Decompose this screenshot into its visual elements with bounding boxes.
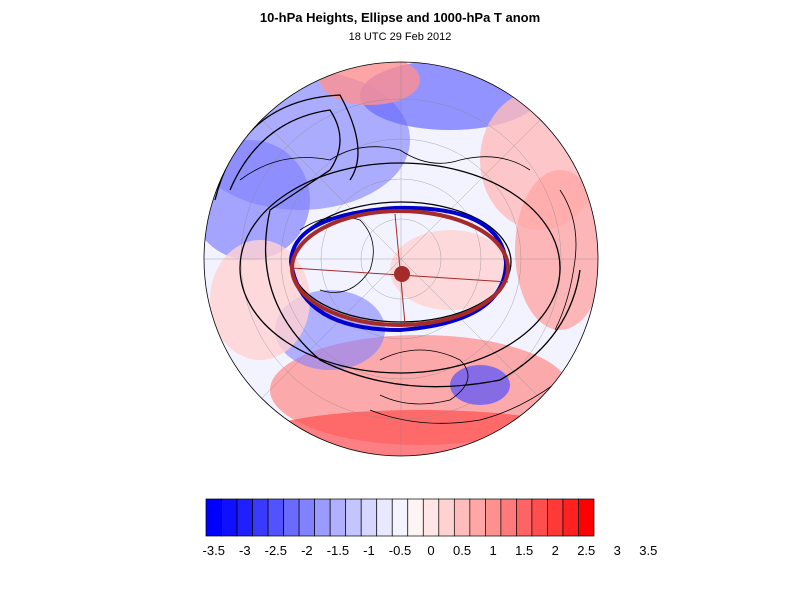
colorbar-tick-label: 1 (489, 543, 497, 558)
colorbar-tick-label: 2.5 (577, 543, 596, 558)
colorbar-swatch (314, 498, 331, 537)
vortex-center-marker (394, 266, 410, 282)
colorbar-swatch (205, 498, 222, 537)
colorbar-tick-label: -2.5 (264, 543, 288, 558)
map-subtitle: 18 UTC 29 Feb 2012 (348, 31, 452, 43)
map-title: 10-hPa Heights, Ellipse and 1000-hPa T a… (259, 10, 541, 25)
colorbar-tick-label: -3 (239, 543, 251, 558)
colorbar-swatch (252, 498, 269, 537)
colorbar-swatch (283, 498, 300, 537)
colorbar-swatch (469, 498, 486, 537)
colorbar-swatch (438, 498, 455, 537)
colorbar-swatch (516, 498, 533, 537)
globe-outline (203, 61, 599, 457)
colorbar-tick-label: 2 (551, 543, 559, 558)
colorbar-swatch (345, 498, 362, 537)
colorbar-swatch (236, 498, 253, 537)
colorbar-tick-label: -3.5 (202, 543, 225, 558)
colorbar-swatch (422, 498, 440, 537)
colorbar-tick-label: -1.5 (326, 543, 350, 558)
height-contours (214, 94, 581, 388)
colorbar-tick-label: -0.5 (388, 543, 412, 558)
colorbar-swatch (267, 498, 284, 537)
temperature-anomaly-field (204, 62, 598, 456)
colorbar-swatch (453, 498, 471, 537)
colorbar-tick-label: -1 (363, 543, 375, 558)
colorbar-tick-label: 3 (613, 543, 621, 558)
colorbar-tick-label: 1.5 (515, 543, 534, 558)
colorbar-labels: -3.5 -3 -2.5 -2 -1.5 -1 -0.5 0 0.5 1 1.5 2 2.5 3 3.5 (202, 543, 658, 559)
colorbar (205, 498, 595, 537)
colorbar-tick-label: -2 (301, 543, 313, 558)
colorbar-swatch (329, 498, 347, 537)
colorbar-swatch (407, 498, 424, 537)
colorbar-swatch (531, 498, 548, 537)
colorbar-swatch (485, 498, 502, 537)
colorbar-tick-label: 0.5 (453, 543, 472, 558)
colorbar-swatch (547, 498, 564, 537)
colorbar-swatch (360, 498, 378, 537)
colorbar-tick-label: 3.5 (639, 543, 658, 558)
colorbar-swatch (298, 498, 315, 537)
colorbar-swatch (376, 498, 393, 537)
colorbar-swatch (221, 498, 238, 537)
colorbar-swatch (391, 498, 409, 537)
colorbar-swatch (500, 498, 517, 537)
colorbar-swatch (578, 498, 595, 537)
colorbar-swatch (562, 498, 579, 537)
colorbar-tick-label: 0 (427, 543, 435, 558)
